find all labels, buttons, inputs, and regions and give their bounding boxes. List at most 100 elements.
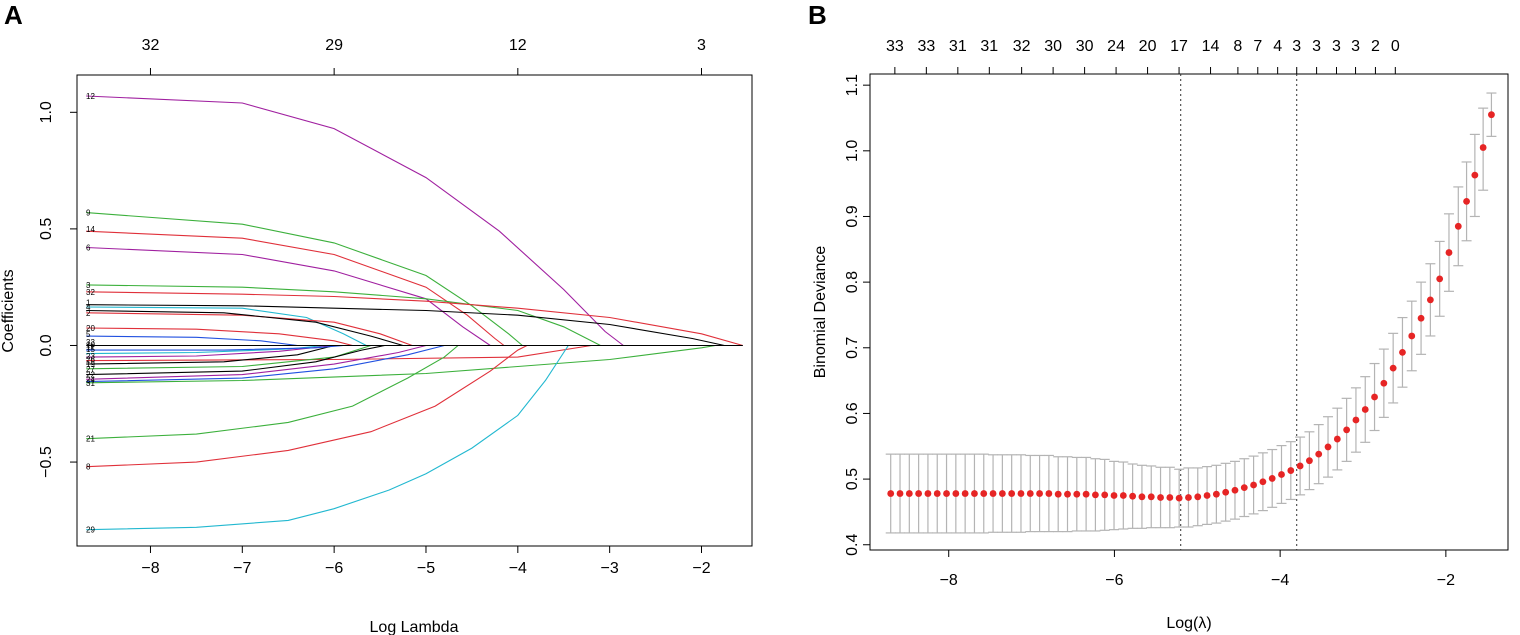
- panel-b-top-tick-label: 33: [886, 38, 904, 55]
- panel-b-top-tick-label: 4: [1273, 38, 1282, 55]
- panel-b-top-tick-label: 20: [1139, 38, 1157, 55]
- path-label-21: 21: [86, 435, 95, 444]
- deviance-point: [1390, 365, 1397, 372]
- panel-a-x-axis-title: Log Lambda: [370, 619, 459, 635]
- deviance-point: [897, 490, 904, 497]
- panel-b-axes: −8 −6 −4 −20.40.50.60.70.80.91.01.133 33 31 31…: [844, 38, 1455, 589]
- panel-b-top-tick-label: 17: [1170, 38, 1188, 55]
- panel-b-y-tick-label: 0.9: [844, 205, 861, 227]
- deviance-point: [925, 490, 932, 497]
- deviance-point: [1353, 417, 1360, 424]
- coef-path-9: [86, 213, 522, 346]
- panel-b-y-axis-title: Binomial Deviance: [812, 246, 829, 379]
- path-label-29: 29: [86, 526, 95, 535]
- deviance-point: [1250, 482, 1257, 489]
- deviance-point: [1166, 494, 1173, 501]
- coef-path-neg-a: [86, 346, 325, 354]
- panel-b-error-bars: [886, 93, 1497, 533]
- panel-b-top-tick-label: 8: [1233, 38, 1242, 55]
- deviance-point: [1092, 491, 1099, 498]
- cv-deviance-chart: −8 −6 −4 −20.40.50.60.70.80.91.01.133 33 31 31…: [812, 38, 1508, 632]
- deviance-point: [1111, 492, 1118, 499]
- deviance-point: [1008, 490, 1015, 497]
- panel-b-y-tick-label: 0.5: [844, 468, 861, 490]
- deviance-point: [1241, 484, 1248, 491]
- panel-b-y-tick-label: 0.4: [844, 534, 861, 556]
- deviance-point: [952, 490, 959, 497]
- panel-b-top-tick-label: 7: [1253, 38, 1262, 55]
- deviance-point: [934, 490, 941, 497]
- panel-b-x-tick-label: −6: [1105, 572, 1123, 589]
- path-label-12: 12: [86, 92, 95, 101]
- path-label-14: 14: [86, 225, 95, 234]
- deviance-point: [1343, 426, 1350, 433]
- deviance-point: [1269, 475, 1276, 482]
- deviance-point: [1259, 478, 1266, 485]
- deviance-point: [1488, 111, 1495, 118]
- panel-a-x-tick-label: −5: [417, 560, 435, 577]
- panel-b-x-tick-label: −8: [940, 572, 958, 589]
- deviance-point: [1287, 467, 1294, 474]
- deviance-point: [1297, 463, 1304, 470]
- panel-b-top-tick-label: 31: [949, 38, 967, 55]
- panel-b-top-tick-label: 0: [1391, 38, 1400, 55]
- deviance-point: [1471, 172, 1478, 179]
- deviance-point: [1064, 491, 1071, 498]
- deviance-point: [943, 490, 950, 497]
- deviance-point: [1362, 406, 1369, 413]
- deviance-point: [906, 490, 913, 497]
- deviance-point: [1436, 275, 1443, 282]
- deviance-point: [1036, 490, 1043, 497]
- deviance-point: [1325, 444, 1332, 451]
- panel-b-top-tick-label: 30: [1076, 38, 1094, 55]
- deviance-point: [1083, 491, 1090, 498]
- deviance-point: [980, 490, 987, 497]
- deviance-point: [1194, 493, 1201, 500]
- deviance-point: [1204, 492, 1211, 499]
- panel-b-top-tick-label: 33: [917, 38, 935, 55]
- panel-b-x-axis-title: Log(λ): [1166, 615, 1211, 632]
- deviance-point: [990, 490, 997, 497]
- deviance-point: [1399, 349, 1406, 356]
- deviance-point: [1306, 457, 1313, 464]
- panel-b-y-tick-label: 0.6: [844, 402, 861, 424]
- panel-b-top-tick-label: 3: [1332, 38, 1341, 55]
- panel-b-top-tick-label: 32: [1013, 38, 1031, 55]
- panel-b-top-tick-label: 3: [1312, 38, 1321, 55]
- panel-a-x-tick-label: −8: [141, 560, 159, 577]
- deviance-point: [1278, 471, 1285, 478]
- coef-path-8: [86, 346, 527, 467]
- panel-a-y-tick-label: −0.5: [38, 446, 55, 478]
- deviance-point: [1018, 490, 1025, 497]
- panel-b-top-tick-label: 14: [1202, 38, 1220, 55]
- deviance-point: [1027, 490, 1034, 497]
- panel-a-x-tick-label: −6: [325, 560, 343, 577]
- figure: A B −8 −7 −6 −5 −4 −3 −2−0.50.00.51.032 29 12 3 1…: [0, 0, 1520, 635]
- panel-b-top-tick-label: 2: [1371, 38, 1380, 55]
- panel-b-y-tick-label: 0.8: [844, 271, 861, 293]
- panel-b-points: [887, 111, 1495, 501]
- panel-b-top-tick-label: 24: [1107, 38, 1125, 55]
- deviance-point: [1185, 494, 1192, 501]
- panel-a-top-tick-label: 12: [509, 37, 527, 54]
- deviance-point: [1148, 493, 1155, 500]
- deviance-point: [1101, 491, 1108, 498]
- panel-b-top-tick-label: 3: [1351, 38, 1360, 55]
- deviance-point: [1120, 492, 1127, 499]
- panel-b-y-tick-label: 1.1: [844, 74, 861, 96]
- panel-b-y-tick-label: 1.0: [844, 140, 861, 162]
- panel-a-top-tick-label: 32: [142, 37, 160, 54]
- panel-b-top-tick-label: 3: [1292, 38, 1301, 55]
- deviance-point: [887, 490, 894, 497]
- panel-a-top-tick-label: 29: [325, 37, 343, 54]
- deviance-point: [1427, 296, 1434, 303]
- panel-a-label: A: [4, 0, 23, 30]
- path-label-8: 8: [86, 463, 91, 472]
- panel-b-y-tick-label: 0.7: [844, 337, 861, 359]
- panel-b-x-tick-label: −2: [1437, 572, 1455, 589]
- panel-a-y-axis-title: Coefficients: [0, 269, 17, 352]
- deviance-point: [1463, 198, 1470, 205]
- deviance-point: [1045, 490, 1052, 497]
- deviance-point: [1157, 494, 1164, 501]
- deviance-point: [1480, 144, 1487, 151]
